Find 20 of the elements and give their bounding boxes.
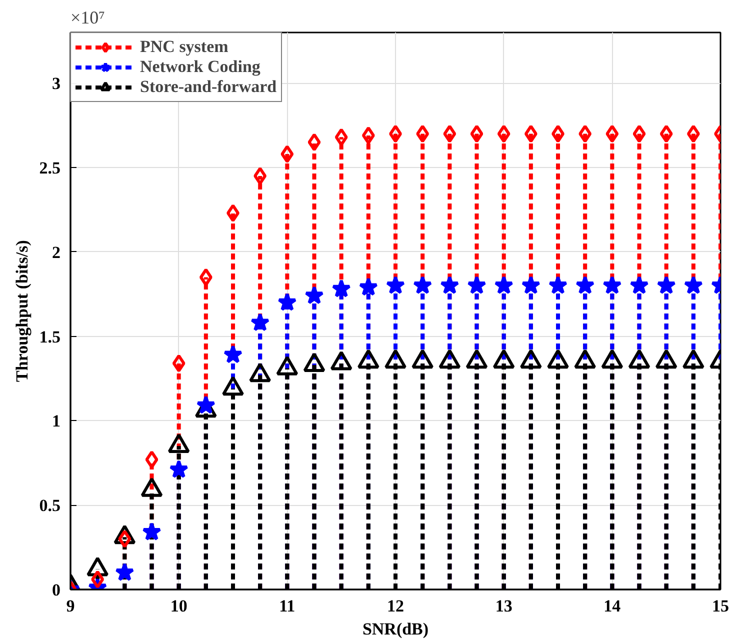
y-tick-label: 1.5	[39, 327, 60, 346]
legend-label: Store-and-forward	[140, 77, 277, 97]
y-tick-label: 2.5	[39, 158, 60, 178]
legend-label: Network Coding	[140, 57, 260, 77]
y-tick-label: 0.5	[39, 496, 60, 516]
y-tick-label: 0	[52, 580, 60, 600]
y-axis-title: Throughput (bits/s)	[12, 240, 32, 382]
legend-label: PNC system	[140, 37, 228, 57]
y-tick-label: 2	[52, 242, 60, 262]
y-tick-label: 3	[52, 74, 60, 94]
y-tick-label: 1	[52, 412, 60, 431]
x-tick-label: 9	[66, 596, 75, 616]
x-axis-title: SNR(dB)	[362, 620, 429, 638]
text: ×10⁷	[70, 8, 105, 28]
x-tick-label: 15	[712, 596, 729, 616]
x-tick-label: 11	[279, 596, 296, 616]
x-tick-label: 13	[495, 596, 512, 616]
x-tick-label: 14	[604, 596, 622, 616]
x-tick-label: 10	[170, 596, 188, 616]
x-tick-label: 12	[387, 596, 404, 616]
